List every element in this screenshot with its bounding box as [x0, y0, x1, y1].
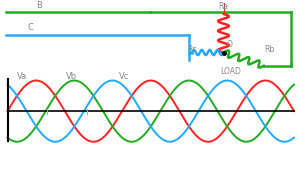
- Text: C: C: [27, 23, 33, 32]
- Text: Rc: Rc: [187, 45, 196, 54]
- Text: Vb: Vb: [66, 72, 77, 81]
- Text: Vc: Vc: [118, 72, 129, 81]
- Text: Ra: Ra: [218, 2, 229, 11]
- Text: LOAD: LOAD: [220, 66, 242, 75]
- Text: Va: Va: [16, 72, 27, 81]
- Text: B: B: [36, 1, 42, 10]
- Text: O: O: [226, 40, 232, 49]
- Text: Rb: Rb: [264, 44, 274, 54]
